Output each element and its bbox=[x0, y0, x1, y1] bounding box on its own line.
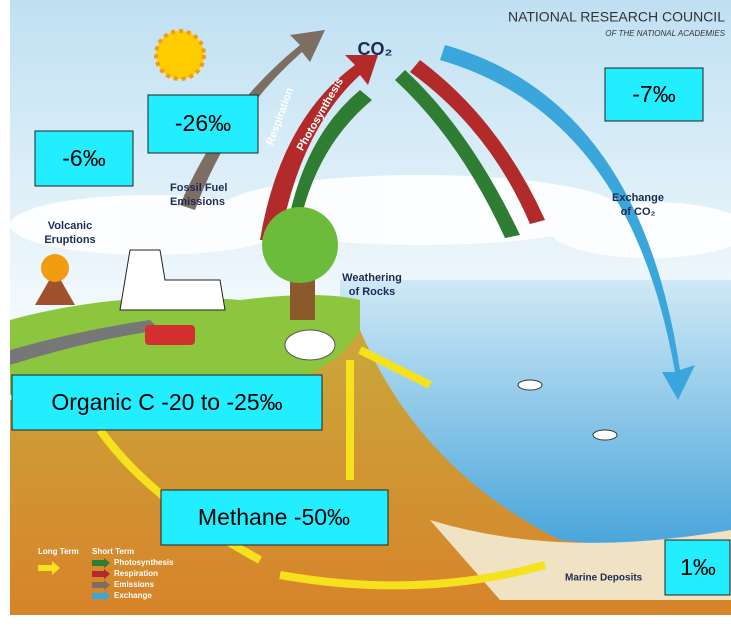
legend-item: Respiration bbox=[114, 569, 158, 578]
weathering-label: Weathering bbox=[342, 272, 402, 284]
legend-swatch bbox=[92, 558, 110, 568]
legend-item: Emissions bbox=[114, 580, 155, 589]
legend-swatch bbox=[92, 591, 110, 601]
volcanic-label: Volcanic bbox=[48, 220, 92, 232]
sheep bbox=[284, 329, 336, 361]
sun bbox=[154, 29, 206, 81]
car bbox=[145, 325, 195, 345]
legend-swatch bbox=[38, 561, 60, 575]
box-text: Organic C -20 to -25‰ bbox=[51, 389, 282, 415]
header-title: NATIONAL RESEARCH COUNCIL bbox=[508, 9, 725, 25]
emissions-arrow bbox=[180, 30, 325, 210]
value-box: -6‰ bbox=[34, 130, 134, 187]
fossil-fuel-label: Fossil Fuel bbox=[170, 182, 227, 194]
sea-floor bbox=[430, 520, 731, 600]
volcanic-label: Eruptions bbox=[44, 234, 95, 246]
value-box: 1‰ bbox=[664, 539, 731, 596]
value-box: Methane -50‰ bbox=[160, 489, 389, 546]
legend-item: Photosynthesis bbox=[114, 558, 174, 567]
value-box: -7‰ bbox=[604, 67, 704, 122]
exchange-label: of CO₂ bbox=[621, 206, 656, 218]
box-text: -7‰ bbox=[632, 81, 675, 107]
respiration-arrow bbox=[260, 55, 378, 240]
box-text: -26‰ bbox=[175, 110, 231, 136]
marine-label: Marine Deposits bbox=[565, 573, 643, 584]
eruption bbox=[41, 254, 69, 282]
volcano bbox=[35, 270, 75, 305]
header-subtitle: OF THE NATIONAL ACADEMIES bbox=[605, 29, 725, 38]
box-text: -6‰ bbox=[62, 145, 105, 171]
fossil-fuel-label: Emissions bbox=[170, 196, 225, 208]
value-box: Organic C -20 to -25‰ bbox=[11, 374, 323, 431]
respiration-arrow-right bbox=[410, 60, 545, 224]
exchange-arrow bbox=[440, 45, 695, 400]
legend-swatch bbox=[92, 580, 110, 590]
fish bbox=[592, 429, 618, 441]
fish bbox=[517, 379, 543, 391]
factory bbox=[119, 249, 226, 311]
exchange-label: Exchange bbox=[612, 192, 664, 204]
legend-swatch bbox=[92, 569, 110, 579]
legend: Long Term Short Term bbox=[38, 547, 134, 575]
value-box: -26‰ bbox=[147, 94, 259, 154]
arrow-yellow bbox=[358, 346, 432, 389]
box-text: 1‰ bbox=[680, 554, 716, 580]
arrow-yellow bbox=[279, 561, 547, 590]
box-text: Methane -50‰ bbox=[198, 504, 350, 530]
tree-crown bbox=[262, 207, 338, 283]
co2-label: CO₂ bbox=[358, 39, 393, 59]
legend-item: Exchange bbox=[114, 591, 152, 600]
photosynthesis-arrow-right bbox=[395, 70, 520, 238]
road bbox=[10, 320, 160, 365]
weathering-label: of Rocks bbox=[349, 286, 395, 298]
land bbox=[10, 295, 360, 397]
legend-long-term: Long Term bbox=[38, 547, 79, 556]
legend-short-term: Short Term bbox=[92, 547, 134, 556]
